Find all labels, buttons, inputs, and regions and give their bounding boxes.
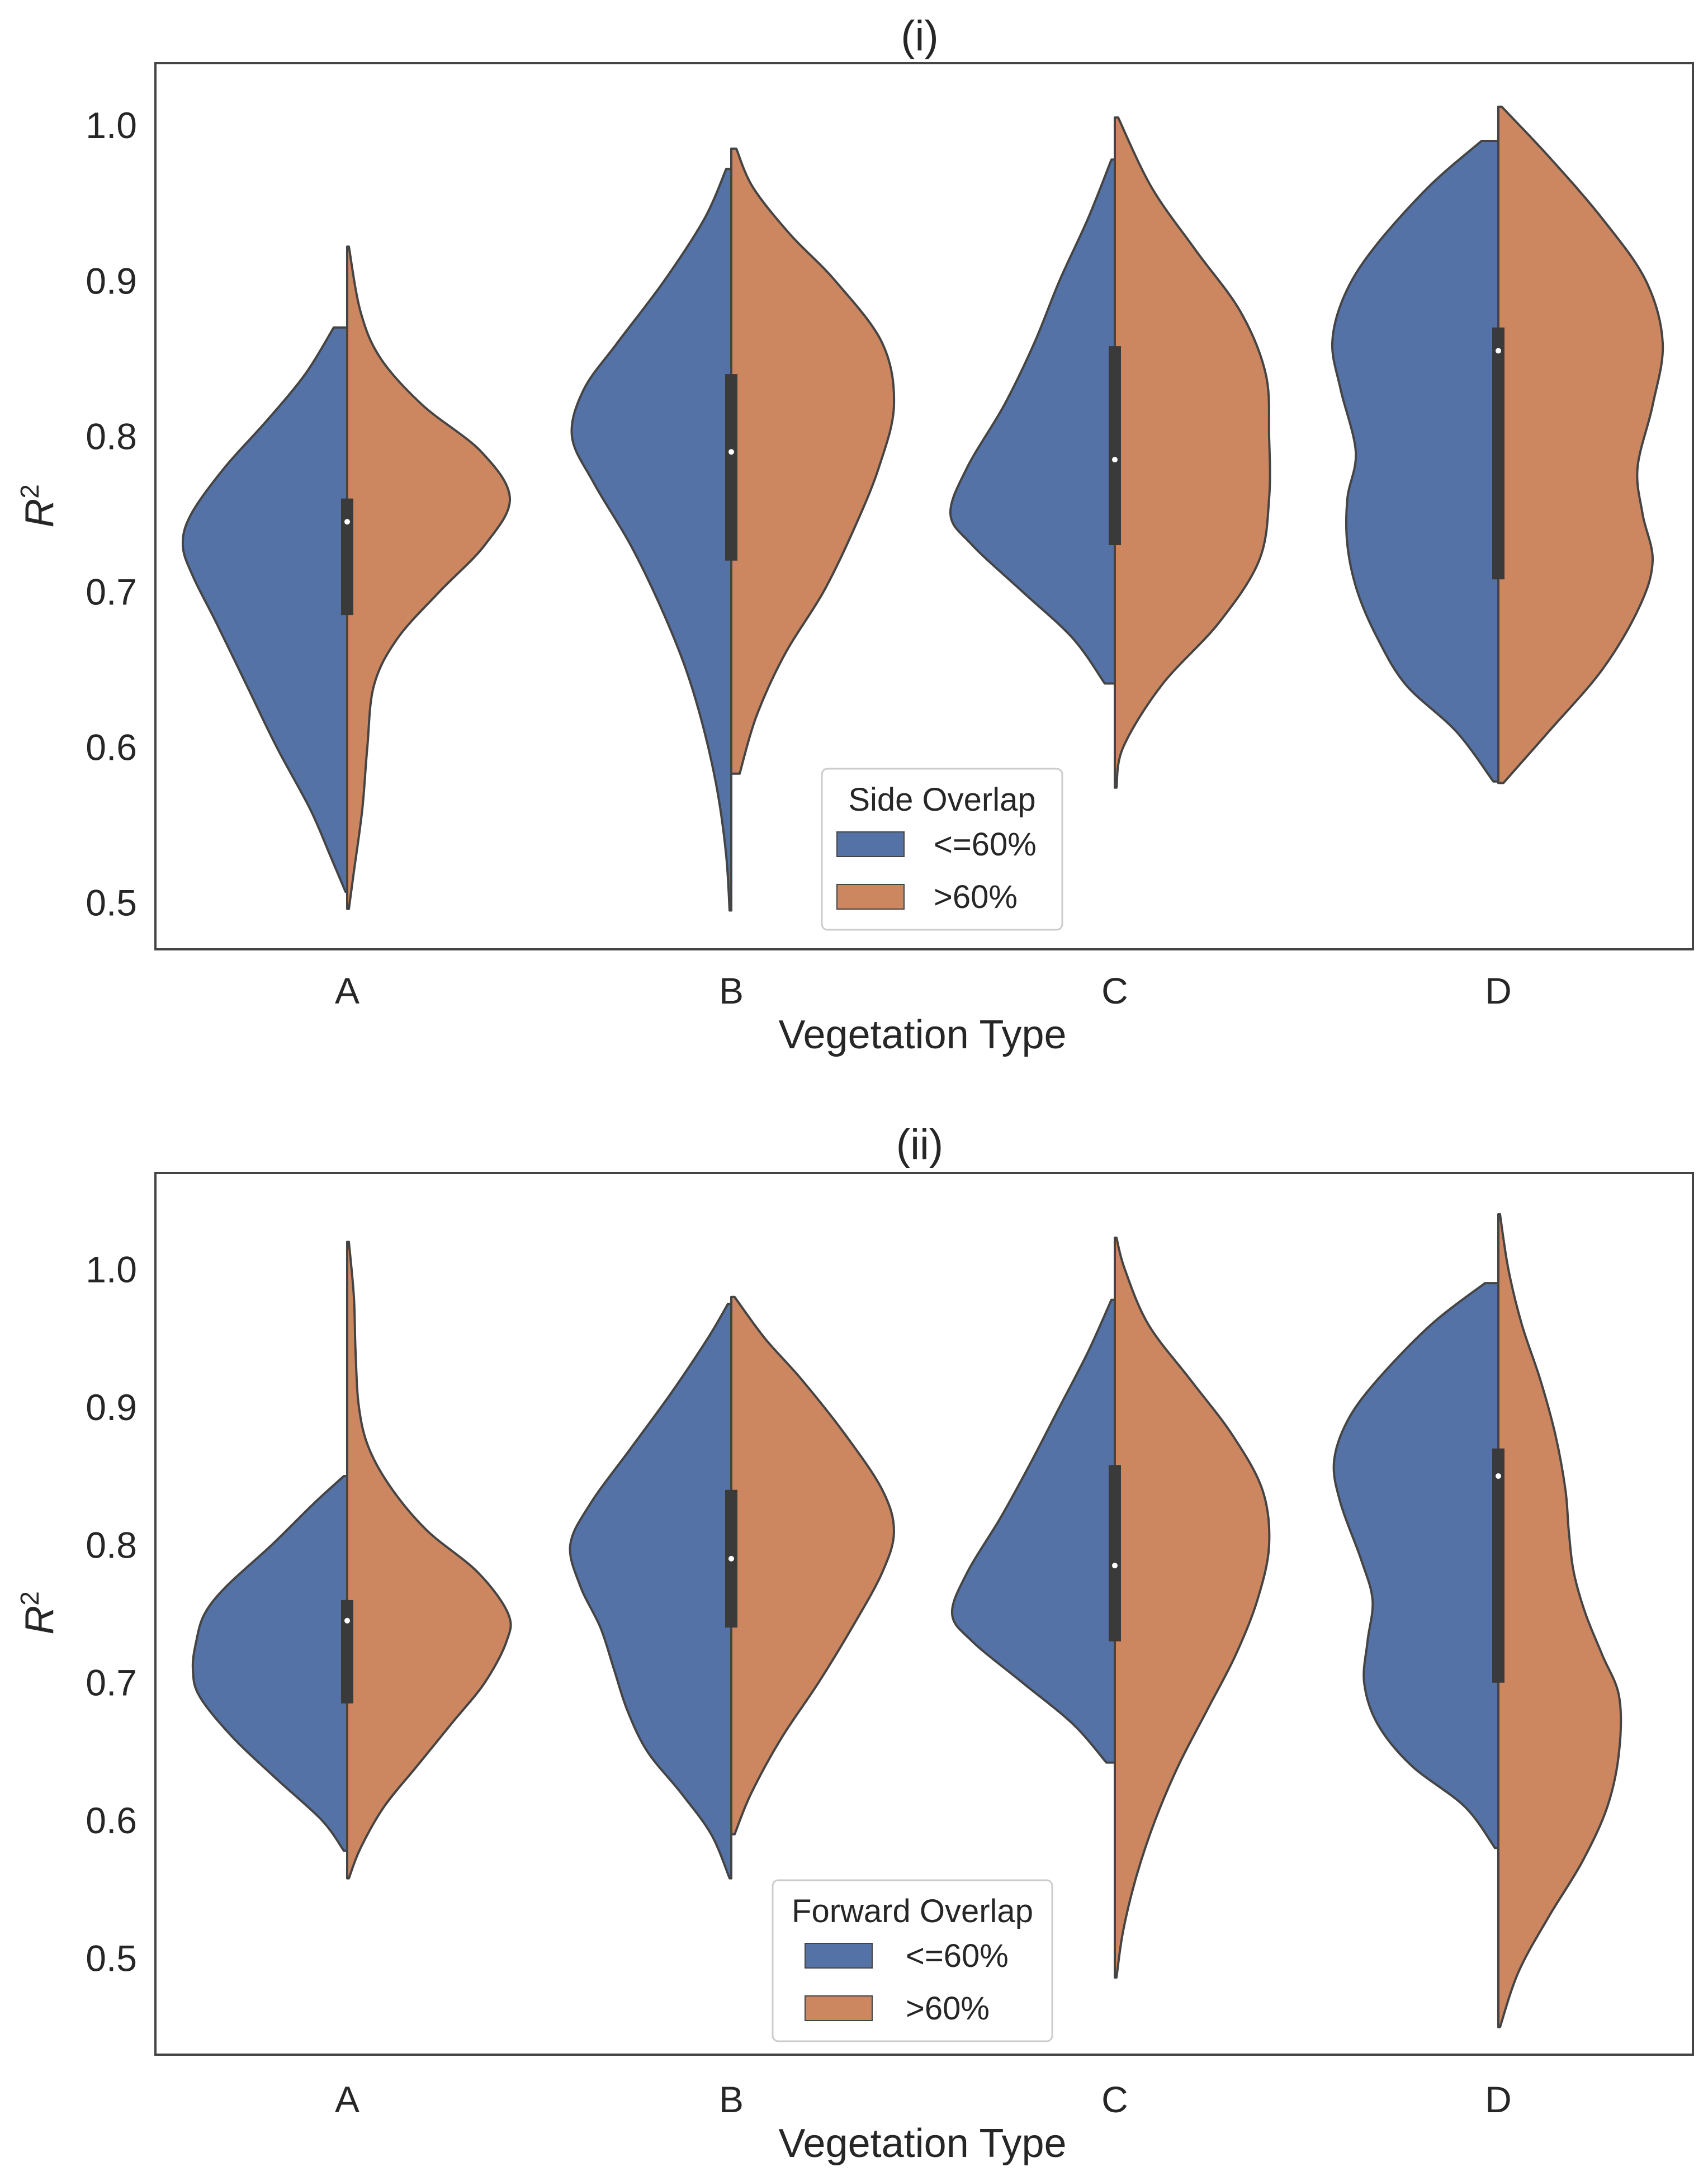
violin-half-gt60 [1114,116,1271,789]
legend-label-gt60: >60% [906,1990,990,2027]
violin-half-gt60 [1497,1213,1622,2028]
violin-group [191,1213,1622,2028]
violin-D [1331,105,1664,784]
x-tick-label: C [1101,2079,1128,2120]
y-tick-label: 0.9 [86,1387,137,1428]
legend-label-le60: <=60% [934,826,1037,863]
violin-B [569,1295,895,1880]
y-axis-ticks: 0.5 0.6 0.7 0.8 0.9 1.0 [86,1249,137,1979]
panel-i: (i) 0.5 0.6 0.7 0.8 0.9 1.0 A B C D Vegetation T… [15,12,1694,1057]
violin-B [570,147,896,912]
violin-median [344,519,350,525]
violin-C [950,1236,1271,1979]
x-axis-ticks: A B C D [335,970,1512,1011]
y-tick-label: 0.8 [86,1524,137,1565]
y-axis-label-base: R [17,499,62,528]
violin-D [1332,1213,1622,2028]
x-tick-label: B [719,970,744,1011]
plot-frame [154,62,1694,950]
y-tick-label: 1.0 [86,105,137,146]
x-axis-ticks: A B C D [335,2079,1512,2120]
y-tick-label: 0.6 [86,727,137,768]
violin-median [1112,457,1118,463]
y-tick-label: 0.9 [86,260,137,301]
y-tick-label: 1.0 [86,1249,137,1290]
violin-group [181,105,1664,912]
violin-A [191,1241,512,1880]
violin-half-le60 [569,1303,732,1880]
violin-A [181,245,512,910]
x-tick-label: D [1485,2079,1512,2120]
x-tick-label: A [335,2079,359,2120]
y-tick-label: 0.5 [86,1938,137,1979]
legend: Forward Overlap <=60% >60% [772,1879,1053,2042]
legend-label-le60: <=60% [906,1938,1009,1974]
legend-title: Side Overlap [848,782,1035,818]
violin-median [1496,1473,1501,1479]
violin-median [1496,348,1501,354]
y-tick-label: 0.6 [86,1800,137,1841]
plot-frame [154,1172,1694,2056]
violin-half-le60 [570,168,732,912]
y-tick-label: 0.7 [86,1662,137,1704]
legend-swatch-le60 [805,1943,873,1969]
violin-median [728,1555,734,1562]
y-axis-label: R2 [15,1591,62,1635]
y-tick-label: 0.8 [86,415,137,457]
y-tick-label: 0.5 [86,882,137,924]
x-axis-label: Vegetation Type [778,2121,1066,2166]
y-axis-label: R2 [15,484,62,528]
legend: Side Overlap <=60% >60% [821,768,1063,931]
violin-half-gt60 [1114,1236,1271,1979]
legend-swatch-gt60 [836,884,905,910]
legend-title: Forward Overlap [792,1893,1033,1929]
violin-median [344,1617,350,1624]
y-axis-label-base: R [17,1606,62,1635]
violin-median [728,449,734,455]
legend-swatch-le60 [836,831,905,857]
violin-C [949,116,1271,789]
x-tick-label: B [719,2079,744,2120]
x-tick-label: D [1485,970,1512,1011]
y-axis-label-superscript: 2 [15,1591,44,1606]
y-tick-label: 0.7 [86,571,137,612]
violin-half-gt60 [730,1295,895,1835]
legend-swatch-gt60 [805,1995,873,2021]
violin-half-le60 [949,158,1116,685]
y-axis-ticks: 0.5 0.6 0.7 0.8 0.9 1.0 [86,105,137,923]
violin-half-le60 [950,1298,1116,1764]
violin-half-le60 [191,1475,348,1852]
x-tick-label: C [1101,970,1128,1011]
panel-title: (i) [901,12,939,60]
violin-half-le60 [1332,1282,1499,1849]
x-axis-label: Vegetation Type [778,1013,1066,1057]
violin-half-gt60 [730,147,896,775]
legend-label-gt60: >60% [934,879,1018,915]
violin-half-le60 [1331,140,1499,783]
violin-median [1112,1563,1118,1569]
violin-half-gt60 [346,1241,512,1880]
violin-half-gt60 [346,245,512,910]
panel-ii: (ii) 0.5 0.6 0.7 0.8 0.9 1.0 A B C D Vegetation … [15,1121,1694,2166]
x-tick-label: A [335,970,359,1011]
panel-title: (ii) [896,1121,943,1168]
violin-half-gt60 [1497,105,1664,784]
y-axis-label-superscript: 2 [15,484,44,499]
violin-half-le60 [181,326,348,893]
